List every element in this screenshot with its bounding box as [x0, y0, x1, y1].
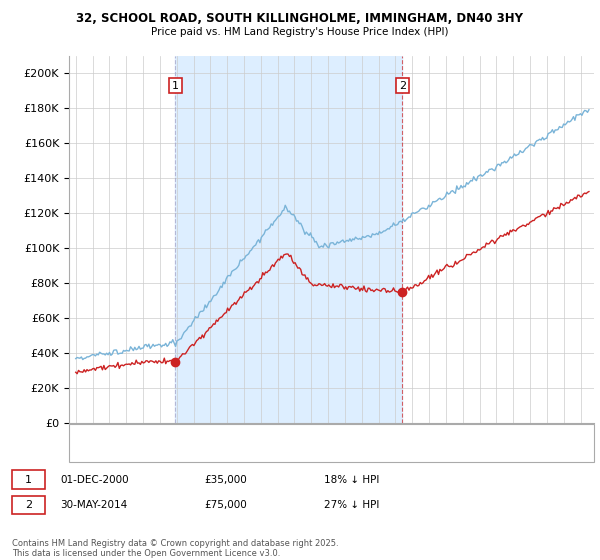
Text: 2: 2 [25, 500, 32, 510]
Text: £35,000: £35,000 [204, 475, 247, 484]
Text: 1: 1 [25, 475, 32, 484]
Text: 32, SCHOOL ROAD, SOUTH KILLINGHOLME, IMMINGHAM, DN40 3HY (semi-detached house): 32, SCHOOL ROAD, SOUTH KILLINGHOLME, IMM… [110, 428, 504, 437]
Text: HPI: Average price, semi-detached house, North Lincolnshire: HPI: Average price, semi-detached house,… [110, 445, 371, 454]
Text: Price paid vs. HM Land Registry's House Price Index (HPI): Price paid vs. HM Land Registry's House … [151, 27, 449, 37]
Text: 30-MAY-2014: 30-MAY-2014 [60, 500, 127, 510]
Text: £75,000: £75,000 [204, 500, 247, 510]
Text: 27% ↓ HPI: 27% ↓ HPI [324, 500, 379, 510]
Text: Contains HM Land Registry data © Crown copyright and database right 2025.
This d: Contains HM Land Registry data © Crown c… [12, 539, 338, 558]
Text: 18% ↓ HPI: 18% ↓ HPI [324, 475, 379, 484]
Text: 32, SCHOOL ROAD, SOUTH KILLINGHOLME, IMMINGHAM, DN40 3HY: 32, SCHOOL ROAD, SOUTH KILLINGHOLME, IMM… [77, 12, 523, 25]
Bar [175, 56, 403, 423]
Text: 01-DEC-2000: 01-DEC-2000 [60, 475, 128, 484]
Text: 1: 1 [172, 81, 179, 91]
Text: 2: 2 [399, 81, 406, 91]
